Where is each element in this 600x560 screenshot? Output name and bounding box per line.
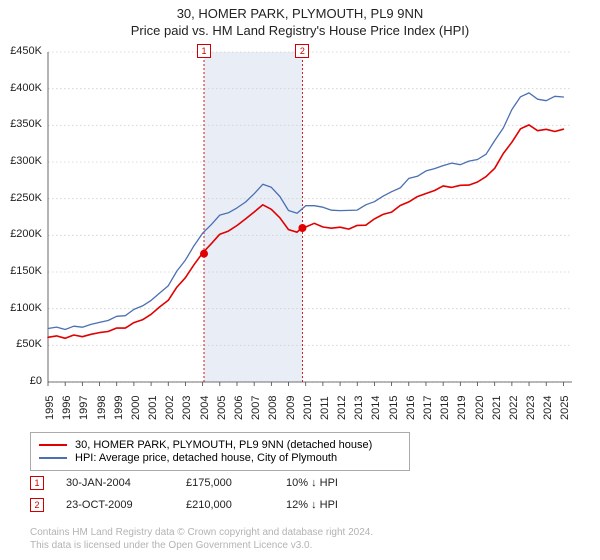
x-tick-label: 2015 <box>388 396 400 420</box>
x-tick-label: 1999 <box>113 396 125 420</box>
legend-label: 30, HOMER PARK, PLYMOUTH, PL9 9NN (detac… <box>75 439 372 451</box>
x-tick-label: 2005 <box>216 396 228 420</box>
chart-subtitle: Price paid vs. HM Land Registry's House … <box>0 23 600 38</box>
x-tick-label: 1997 <box>78 396 90 420</box>
sale-date: 30-JAN-2004 <box>66 477 186 489</box>
x-tick-label: 2022 <box>508 396 520 420</box>
x-tick-label: 2017 <box>422 396 434 420</box>
x-tick-label: 2012 <box>336 396 348 420</box>
x-tick-label: 2002 <box>164 396 176 420</box>
x-tick-label: 2001 <box>147 396 159 420</box>
x-tick-label: 2019 <box>456 396 468 420</box>
y-tick-label: £300K <box>0 155 42 167</box>
x-tick-label: 1996 <box>61 396 73 420</box>
x-tick-label: 2009 <box>285 396 297 420</box>
footer-attribution: Contains HM Land Registry data © Crown c… <box>30 526 373 552</box>
legend: 30, HOMER PARK, PLYMOUTH, PL9 9NN (detac… <box>30 432 410 471</box>
sale-row-badge: 1 <box>30 476 44 490</box>
sale-price: £210,000 <box>186 499 286 511</box>
y-tick-label: £100K <box>0 302 42 314</box>
sale-price: £175,000 <box>186 477 286 489</box>
sale-delta: 10% ↓ HPI <box>286 477 338 489</box>
x-tick-label: 2020 <box>474 396 486 420</box>
x-tick-label: 2016 <box>405 396 417 420</box>
x-tick-label: 1995 <box>44 396 56 420</box>
sale-date: 23-OCT-2009 <box>66 499 186 511</box>
x-tick-label: 2006 <box>233 396 245 420</box>
chart-plot-area <box>48 52 572 382</box>
x-tick-label: 2004 <box>199 396 211 420</box>
legend-item: 30, HOMER PARK, PLYMOUTH, PL9 9NN (detac… <box>39 439 401 451</box>
sale-row-badge: 2 <box>30 498 44 512</box>
x-tick-label: 2021 <box>491 396 503 420</box>
x-tick-label: 2024 <box>542 396 554 420</box>
x-tick-label: 2014 <box>370 396 382 420</box>
sale-row: 2 23-OCT-2009£210,00012% ↓ HPI <box>30 498 338 520</box>
legend-label: HPI: Average price, detached house, City… <box>75 452 337 464</box>
x-tick-label: 2023 <box>525 396 537 420</box>
sale-marker-badge: 2 <box>295 44 309 58</box>
y-tick-label: £450K <box>0 45 42 57</box>
y-tick-label: £350K <box>0 118 42 130</box>
x-tick-label: 2010 <box>302 396 314 420</box>
sale-marker-badge: 1 <box>197 44 211 58</box>
x-tick-label: 2011 <box>319 396 331 420</box>
x-tick-label: 2013 <box>353 396 365 420</box>
chart-title: 30, HOMER PARK, PLYMOUTH, PL9 9NN <box>0 0 600 21</box>
x-tick-label: 2025 <box>559 396 571 420</box>
legend-swatch <box>39 457 67 459</box>
x-tick-label: 2018 <box>439 396 451 420</box>
chart-svg <box>48 52 572 382</box>
legend-item: HPI: Average price, detached house, City… <box>39 452 401 464</box>
sale-delta: 12% ↓ HPI <box>286 499 338 511</box>
y-tick-label: £400K <box>0 82 42 94</box>
x-tick-label: 2008 <box>267 396 279 420</box>
footer-line-2: This data is licensed under the Open Gov… <box>30 539 373 552</box>
y-tick-label: £0 <box>0 375 42 387</box>
y-tick-label: £200K <box>0 228 42 240</box>
y-tick-label: £50K <box>0 338 42 350</box>
x-axis: 1995199619971998199920002001200220032004… <box>48 386 572 426</box>
x-tick-label: 1998 <box>96 396 108 420</box>
x-tick-label: 2007 <box>250 396 262 420</box>
x-tick-label: 2003 <box>181 396 193 420</box>
x-tick-label: 2000 <box>130 396 142 420</box>
y-tick-label: £150K <box>0 265 42 277</box>
y-tick-label: £250K <box>0 192 42 204</box>
sales-table: 1 30-JAN-2004£175,00010% ↓ HPI 2 23-OCT-200… <box>30 476 338 520</box>
legend-swatch <box>39 444 67 446</box>
sale-row: 1 30-JAN-2004£175,00010% ↓ HPI <box>30 476 338 498</box>
footer-line-1: Contains HM Land Registry data © Crown c… <box>30 526 373 539</box>
